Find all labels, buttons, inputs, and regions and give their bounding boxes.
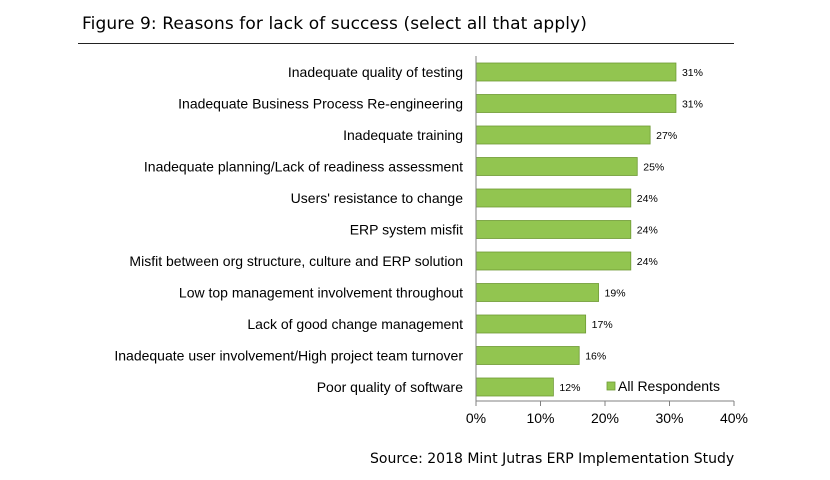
x-tick-label: 0%: [466, 410, 486, 426]
legend-label: All Respondents: [618, 378, 720, 394]
source-note: Source: 2018 Mint Jutras ERP Implementat…: [370, 451, 735, 467]
bar: [475, 251, 632, 271]
data-label: 24%: [637, 193, 658, 205]
bar: [475, 314, 587, 334]
figure-title: Figure 9: Reasons for lack of success (s…: [82, 14, 587, 34]
bar: [475, 220, 632, 239]
category-label: Low top management involvement throughou…: [179, 285, 463, 301]
x-tick-label: 30%: [655, 410, 683, 426]
data-label: 31%: [682, 99, 703, 111]
x-tick-label: 10%: [526, 410, 554, 426]
category-label: Inadequate Business Process Re-engineeri…: [178, 96, 463, 112]
category-label: ERP system misfit: [350, 222, 463, 238]
data-label: 24%: [637, 225, 658, 237]
category-label: Inadequate training: [343, 127, 463, 143]
category-label: Inadequate planning/Lack of readiness as…: [144, 159, 463, 175]
data-label: 24%: [637, 256, 658, 268]
bar: [475, 283, 599, 302]
bar: [475, 346, 580, 365]
category-label: Lack of good change management: [247, 316, 463, 332]
x-tick-label: 20%: [591, 410, 619, 426]
bar: [475, 125, 651, 145]
data-label: 27%: [656, 130, 677, 142]
category-label: Poor quality of software: [317, 379, 464, 395]
bar: [475, 94, 677, 113]
data-label: 31%: [682, 67, 703, 79]
category-label: Inadequate quality of testing: [288, 64, 463, 80]
data-label: 12%: [559, 382, 580, 394]
x-tick-label: 40%: [720, 410, 748, 426]
bar: [475, 188, 632, 208]
data-label: 25%: [643, 162, 664, 174]
title-divider: [78, 43, 734, 44]
bar: [475, 157, 638, 176]
category-label: Users' resistance to change: [291, 190, 464, 206]
bar: [475, 377, 554, 397]
legend-swatch: [606, 381, 616, 391]
bar: [475, 62, 677, 82]
category-label: Inadequate user involvement/High project…: [114, 348, 463, 364]
data-label: 17%: [592, 319, 613, 331]
data-label: 19%: [605, 288, 626, 300]
category-label: Misfit between org structure, culture an…: [129, 253, 463, 269]
data-label: 16%: [585, 351, 606, 363]
